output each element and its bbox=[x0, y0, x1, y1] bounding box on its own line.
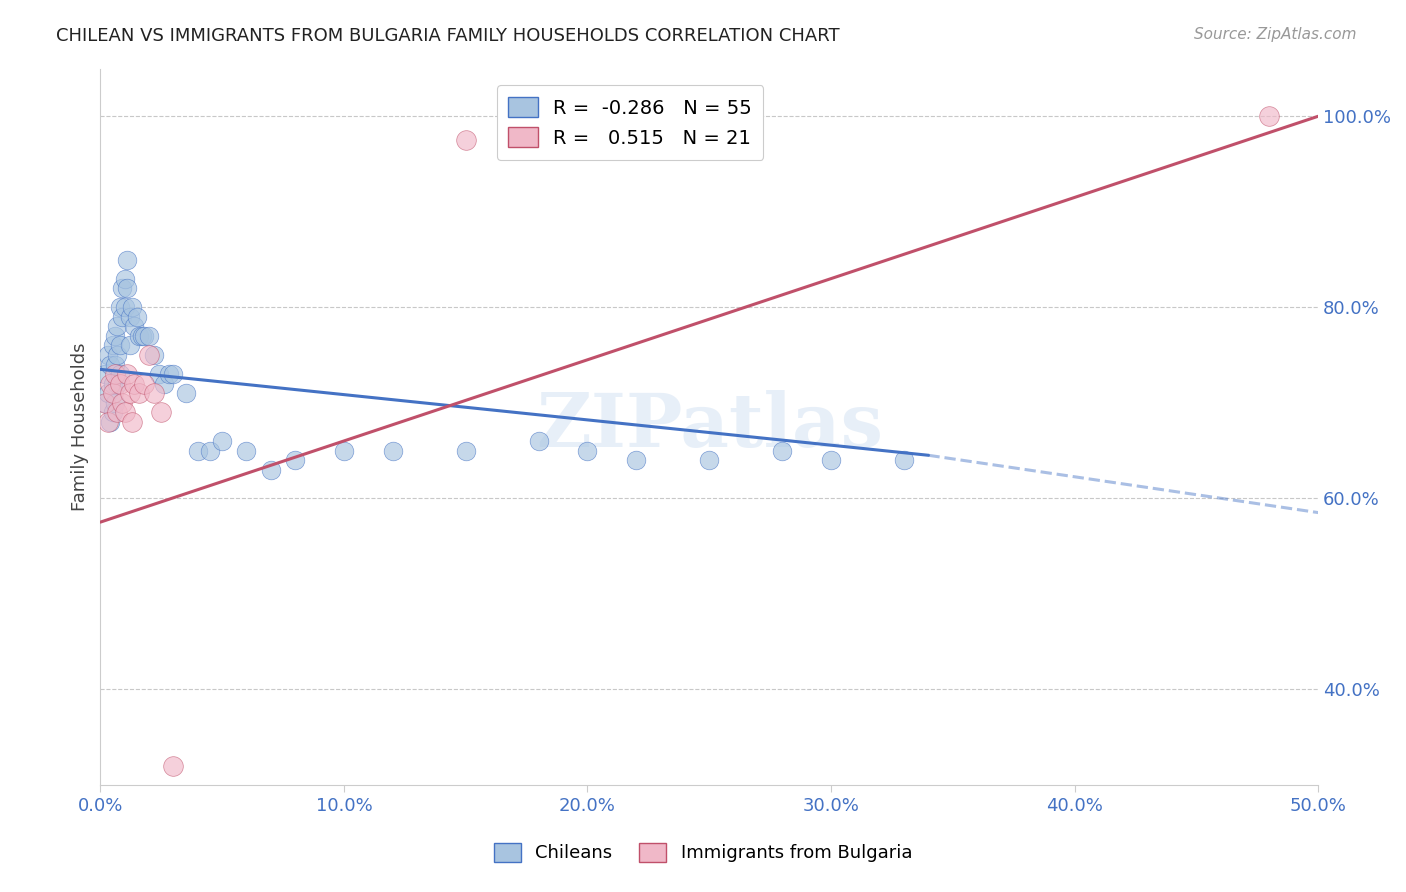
Point bbox=[115, 252, 138, 267]
Point bbox=[104, 367, 127, 381]
Point bbox=[893, 453, 915, 467]
Point bbox=[148, 367, 170, 381]
Point bbox=[98, 415, 121, 429]
Text: Source: ZipAtlas.com: Source: ZipAtlas.com bbox=[1194, 27, 1357, 42]
Point bbox=[94, 396, 117, 410]
Point bbox=[108, 367, 131, 381]
Point bbox=[98, 358, 121, 372]
Point bbox=[97, 386, 120, 401]
Point bbox=[108, 376, 131, 391]
Point bbox=[624, 453, 647, 467]
Point bbox=[333, 443, 356, 458]
Point bbox=[118, 386, 141, 401]
Point bbox=[157, 367, 180, 381]
Point bbox=[94, 396, 117, 410]
Y-axis label: Family Households: Family Households bbox=[72, 343, 89, 511]
Point bbox=[108, 300, 131, 314]
Point bbox=[101, 338, 124, 352]
Point bbox=[152, 376, 174, 391]
Point bbox=[101, 376, 124, 391]
Point bbox=[454, 133, 477, 147]
Point bbox=[576, 443, 599, 458]
Point bbox=[105, 376, 128, 391]
Point bbox=[527, 434, 550, 448]
Point bbox=[124, 319, 146, 334]
Point bbox=[142, 386, 165, 401]
Point bbox=[162, 367, 184, 381]
Point bbox=[138, 348, 160, 362]
Point bbox=[118, 310, 141, 324]
Point bbox=[104, 329, 127, 343]
Point bbox=[97, 415, 120, 429]
Point bbox=[198, 443, 221, 458]
Point bbox=[770, 443, 793, 458]
Point bbox=[125, 310, 148, 324]
Point bbox=[260, 462, 283, 476]
Point bbox=[697, 453, 720, 467]
Point bbox=[1258, 109, 1281, 123]
Legend: R =  -0.286   N = 55, R =   0.515   N = 21: R = -0.286 N = 55, R = 0.515 N = 21 bbox=[496, 86, 763, 160]
Point bbox=[162, 758, 184, 772]
Point bbox=[131, 329, 153, 343]
Point bbox=[111, 396, 134, 410]
Point bbox=[134, 329, 156, 343]
Point bbox=[121, 300, 143, 314]
Text: ZIPatlas: ZIPatlas bbox=[536, 390, 883, 463]
Point bbox=[94, 367, 117, 381]
Point bbox=[104, 396, 127, 410]
Point bbox=[454, 443, 477, 458]
Point bbox=[142, 348, 165, 362]
Point bbox=[381, 443, 404, 458]
Point bbox=[108, 338, 131, 352]
Point bbox=[101, 386, 124, 401]
Point bbox=[124, 376, 146, 391]
Point bbox=[105, 319, 128, 334]
Point bbox=[114, 300, 136, 314]
Point bbox=[284, 453, 307, 467]
Text: CHILEAN VS IMMIGRANTS FROM BULGARIA FAMILY HOUSEHOLDS CORRELATION CHART: CHILEAN VS IMMIGRANTS FROM BULGARIA FAMI… bbox=[56, 27, 839, 45]
Point bbox=[174, 386, 197, 401]
Point bbox=[115, 367, 138, 381]
Point bbox=[105, 348, 128, 362]
Point bbox=[115, 281, 138, 295]
Point bbox=[111, 310, 134, 324]
Point bbox=[211, 434, 233, 448]
Point bbox=[121, 415, 143, 429]
Point bbox=[114, 271, 136, 285]
Point bbox=[104, 358, 127, 372]
Point bbox=[128, 386, 150, 401]
Point bbox=[235, 443, 257, 458]
Point bbox=[105, 405, 128, 419]
Point bbox=[98, 376, 121, 391]
Point bbox=[118, 338, 141, 352]
Point bbox=[114, 405, 136, 419]
Point bbox=[134, 376, 156, 391]
Point bbox=[187, 443, 209, 458]
Legend: Chileans, Immigrants from Bulgaria: Chileans, Immigrants from Bulgaria bbox=[486, 836, 920, 870]
Point bbox=[138, 329, 160, 343]
Point bbox=[820, 453, 842, 467]
Point bbox=[97, 348, 120, 362]
Point bbox=[111, 281, 134, 295]
Point bbox=[150, 405, 173, 419]
Point bbox=[101, 405, 124, 419]
Point bbox=[128, 329, 150, 343]
